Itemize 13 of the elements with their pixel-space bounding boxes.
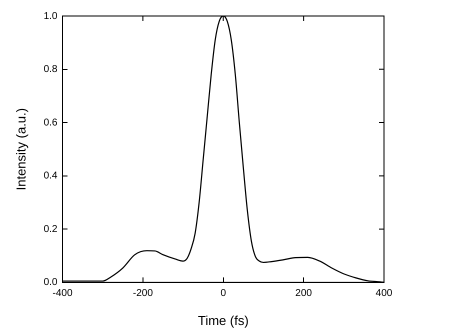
x-tick-label: 0: [220, 288, 226, 300]
y-tick-label: 0.8: [44, 64, 58, 76]
y-tick-label: 0.0: [44, 277, 58, 288]
y-tick-label: 0.4: [44, 170, 58, 182]
x-tick-label: -200: [132, 288, 154, 300]
y-tick-label: 1.0: [44, 10, 58, 22]
x-tick-label: 400: [376, 288, 393, 300]
y-axis-title: Intensity (a.u.): [13, 108, 28, 190]
x-tick-label: 200: [295, 288, 312, 300]
y-tick-label: 0.6: [44, 117, 58, 128]
x-axis-title: Time (fs): [198, 312, 249, 328]
y-tick-label: 0.2: [44, 224, 58, 235]
x-tick-label: -400: [52, 288, 73, 300]
